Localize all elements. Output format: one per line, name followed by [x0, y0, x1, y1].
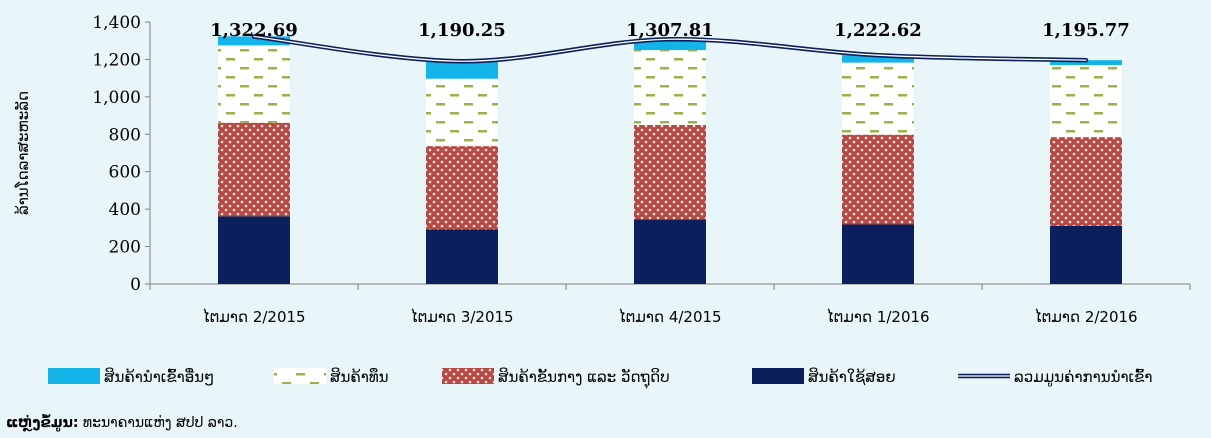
bar-segment-s0-c0 — [218, 216, 290, 284]
data-label: 1,222.62 — [834, 20, 922, 41]
labels-layer: 1,322.69 1,190.25 1,307.81 1,222.62 1,195.77 — [210, 20, 1130, 41]
y-tick-label: 200 — [109, 238, 141, 258]
bar-segment-s2-c3 — [842, 62, 914, 135]
bars-layer — [218, 36, 1122, 284]
bar-segment-s3-c2 — [634, 39, 706, 51]
legend-label: ສິນຄ້າໃຊ້ສອຍ — [808, 367, 896, 386]
data-label: 1,195.77 — [1042, 20, 1130, 41]
bar-segment-s1-c0 — [218, 122, 290, 217]
legend-swatch — [752, 368, 804, 384]
stacked-bar-chart: 0 200 400 600 800 1,000 1,200 1,400 ໄຕມາດ 2/2015… — [13, 13, 1191, 390]
y-tick-label: 400 — [109, 200, 141, 220]
data-label: 1,307.81 — [626, 20, 714, 41]
legend-label: ສິນຄ້າຂັ້ນກາງ ແລະ ວັດຖຸດິບ — [498, 367, 670, 390]
x-tick-label: ໄຕມາດ 2/2015 — [202, 307, 305, 326]
bar-segment-s0-c3 — [842, 224, 914, 284]
bar-segment-s3-c1 — [426, 61, 498, 79]
y-tick-label: 800 — [109, 125, 141, 145]
legend: ສິນຄ້ານຳເຂົ້າອື່ນໆ ສິນຄ້າທຶນ ສິນຄ້າຂັ້ນກາງ… — [48, 367, 1153, 390]
legend-swatch — [274, 368, 326, 384]
bar-segment-s1-c1 — [426, 146, 498, 230]
y-axis-title: ລ້ານໂດລາສະຫະລັດ — [13, 91, 32, 215]
bar-segment-s3-c3 — [842, 55, 914, 63]
bar-segment-s2-c0 — [218, 45, 290, 123]
y-tick-label: 1,200 — [92, 50, 141, 70]
bar-segment-s1-c3 — [842, 134, 914, 225]
legend-label: ສິນຄ້ານຳເຂົ້າອື່ນໆ — [104, 367, 214, 386]
bar-segment-s0-c2 — [634, 219, 706, 284]
bar-segment-s1-c2 — [634, 124, 706, 220]
bar-segment-s3-c0 — [218, 36, 290, 46]
legend-label: ລວມມູນຄ່າການນຳເຂົ້າ — [1014, 367, 1153, 387]
legend-swatch — [442, 368, 494, 384]
y-tick-label: 600 — [109, 163, 141, 183]
legend-swatch — [48, 368, 100, 384]
total-line-layer — [251, 34, 1089, 64]
source-label: ແຫຼ່ງຂໍ້ມູນ: — [6, 415, 79, 431]
x-tick-label: ໄຕມາດ 4/2015 — [618, 307, 721, 326]
bar-segment-s3-c4 — [1050, 60, 1122, 66]
bar-segment-s2-c2 — [634, 50, 706, 125]
data-label: 1,190.25 — [418, 20, 506, 41]
x-tick-label: ໄຕມາດ 3/2015 — [410, 307, 513, 326]
data-label: 1,322.69 — [210, 20, 298, 41]
source-text: ທະນາຄານແຫ່ງ ສປປ ລາວ. — [78, 415, 238, 431]
legend-label: ສິນຄ້າທຶນ — [330, 367, 389, 386]
bar-segment-s1-c4 — [1050, 137, 1122, 226]
bar-segment-s2-c4 — [1050, 65, 1122, 138]
bar-segment-s2-c1 — [426, 78, 498, 147]
axes-layer: 0 200 400 600 800 1,000 1,200 1,400 ໄຕມາດ 2/2015… — [13, 13, 1191, 326]
bar-segment-s0-c4 — [1050, 225, 1122, 284]
x-tick-label: ໄຕມາດ 2/2016 — [1034, 307, 1137, 326]
y-tick-label: 0 — [130, 275, 141, 295]
total-line-inner — [253, 35, 1087, 62]
y-tick-label: 1,000 — [92, 88, 141, 108]
source-note: ແຫຼ່ງຂໍ້ມູນ: ທະນາຄານແຫ່ງ ສປປ ລາວ. — [6, 415, 238, 431]
y-tick-label: 1,400 — [92, 13, 141, 33]
x-tick-label: ໄຕມາດ 1/2016 — [826, 307, 929, 326]
bar-segment-s0-c1 — [426, 229, 498, 284]
